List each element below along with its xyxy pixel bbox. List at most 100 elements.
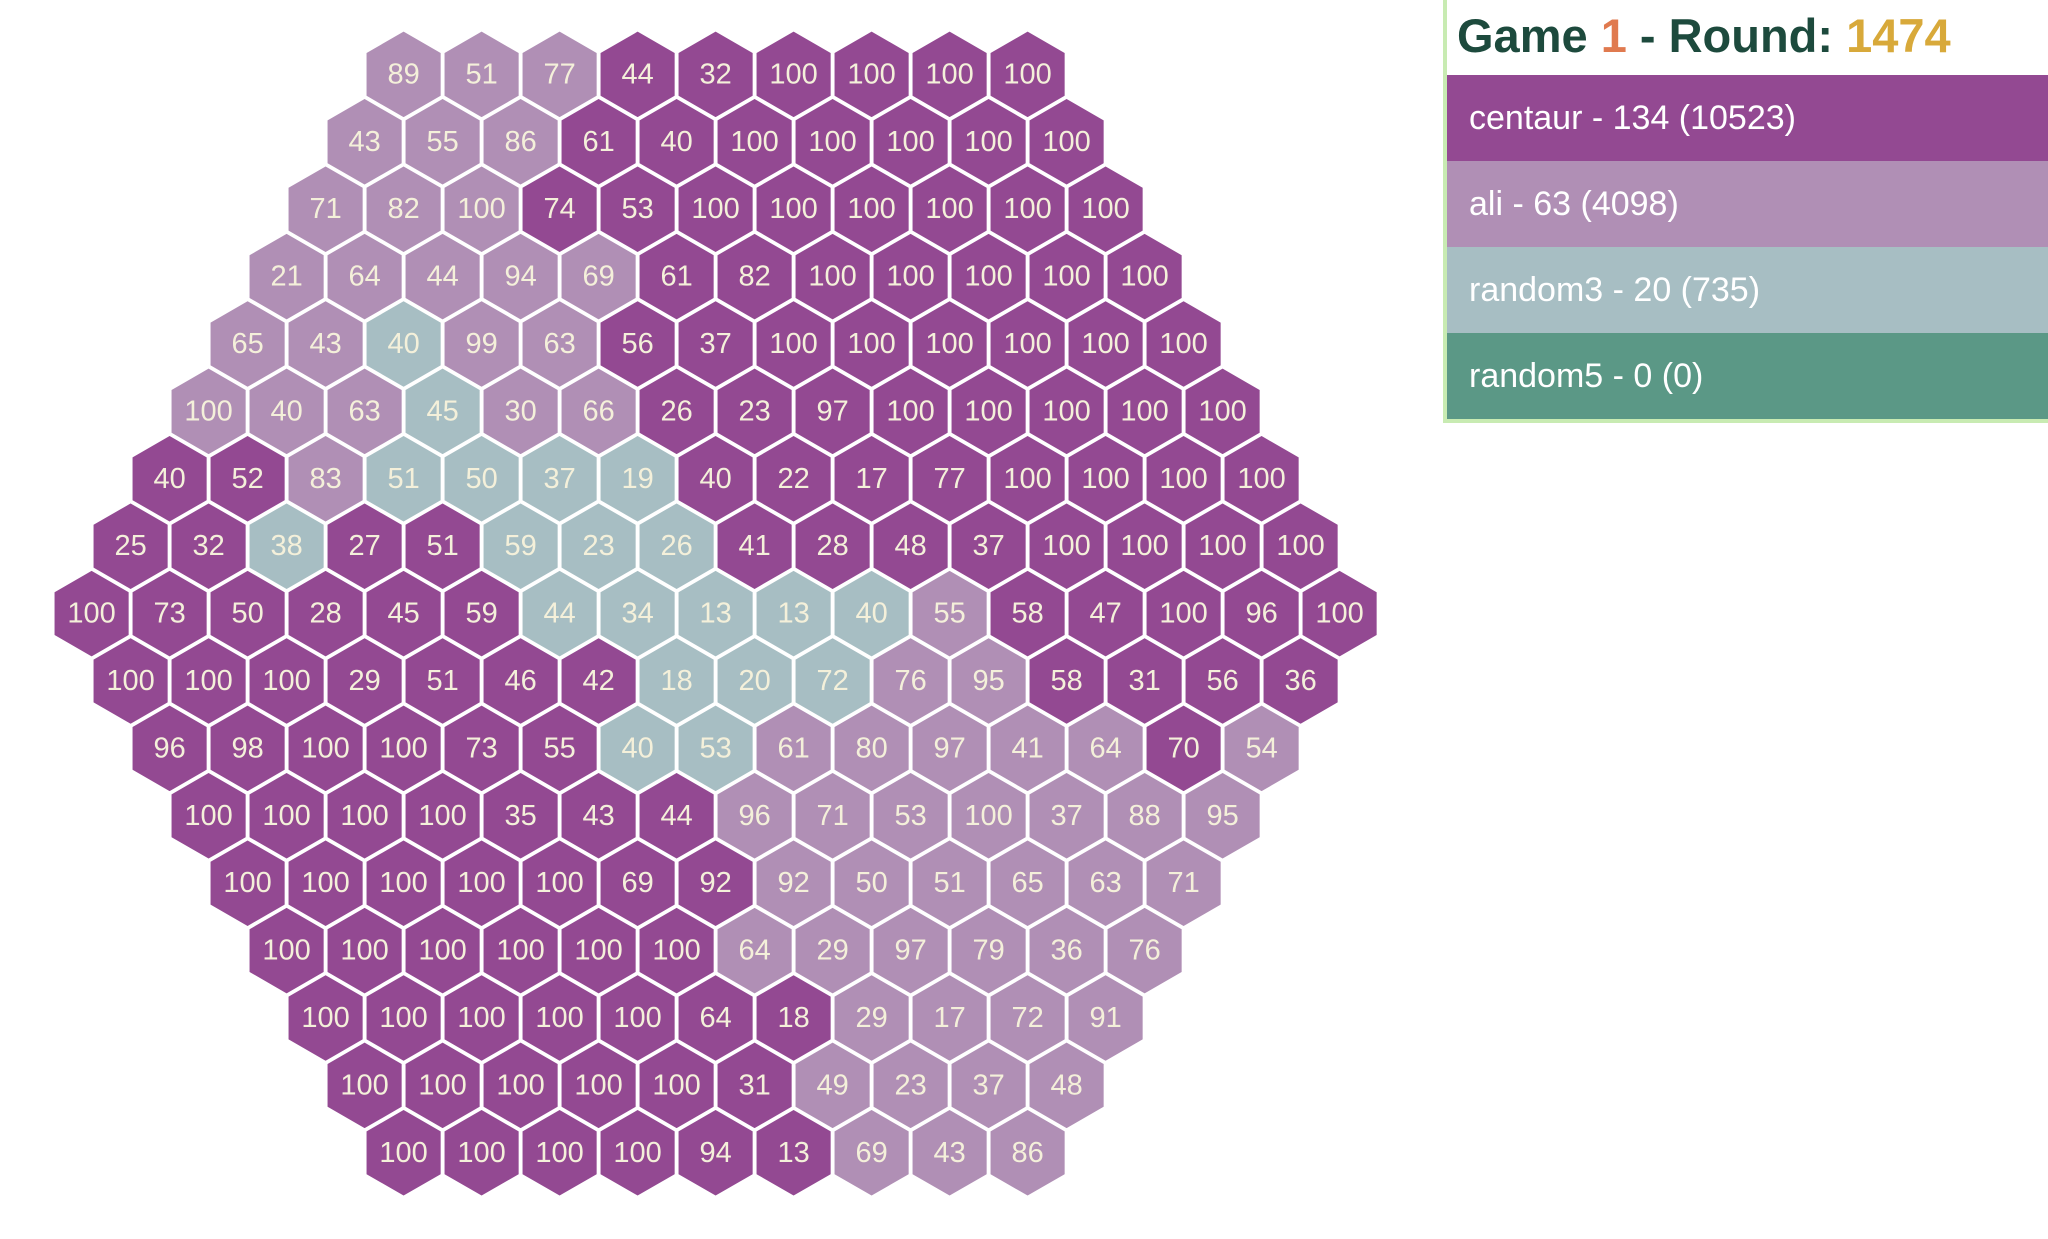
hex-cell <box>286 567 366 660</box>
cell-value: 65 <box>1011 867 1043 899</box>
game-number: 1 <box>1600 9 1627 62</box>
cell-value: 100 <box>1159 598 1207 630</box>
hex-cell <box>91 500 171 592</box>
hex-cell <box>1105 770 1185 862</box>
hex-cell <box>169 365 249 458</box>
hex-cell <box>403 635 483 727</box>
cell-value: 73 <box>153 598 185 630</box>
hex-cell <box>403 96 483 188</box>
hex-cell <box>871 230 951 323</box>
cell-value: 18 <box>660 665 692 697</box>
hex-cell <box>481 1039 561 1132</box>
hex-cell <box>1144 433 1224 525</box>
cell-value: 100 <box>1120 530 1168 562</box>
hex-cell <box>1183 365 1263 458</box>
cell-value: 51 <box>426 665 458 697</box>
cell-value: 100 <box>301 732 349 764</box>
cell-value: 63 <box>543 328 575 360</box>
hex-cell <box>793 96 873 188</box>
hex-cell <box>247 635 327 727</box>
cell-value: 92 <box>777 867 809 899</box>
cell-value: 95 <box>972 665 1004 697</box>
cell-value: 100 <box>769 58 817 90</box>
cell-value: 100 <box>1003 58 1051 90</box>
cell-value: 100 <box>67 598 115 630</box>
cell-value: 71 <box>309 193 341 225</box>
cell-value: 53 <box>699 732 731 764</box>
cell-value: 38 <box>270 530 302 562</box>
hex-cell <box>1066 433 1146 525</box>
hex-cell <box>325 635 405 727</box>
cell-value: 32 <box>192 530 224 562</box>
hex-cell <box>949 365 1029 458</box>
hex-cell <box>1105 635 1185 727</box>
hex-cell <box>1027 1039 1107 1132</box>
hex-cell <box>559 230 639 323</box>
cell-value: 51 <box>933 867 965 899</box>
cell-value: 100 <box>418 800 466 832</box>
hex-cell <box>910 567 990 660</box>
cell-value: 29 <box>855 1002 887 1034</box>
hex-cell <box>754 1107 834 1199</box>
cell-value: 100 <box>535 1137 583 1169</box>
cell-value: 54 <box>1245 732 1277 764</box>
hex-cell <box>364 702 444 795</box>
hex-cell <box>988 163 1068 255</box>
hex-cell <box>715 904 795 997</box>
cell-value: 100 <box>964 126 1012 158</box>
hex-cell <box>364 28 444 121</box>
cell-value: 100 <box>886 126 934 158</box>
hex-cell <box>1144 837 1224 929</box>
hex-cell <box>715 770 795 862</box>
hex-cell <box>988 972 1068 1064</box>
hex-cell <box>325 365 405 458</box>
hex-cell <box>871 770 951 862</box>
hex-cell <box>832 28 912 121</box>
hex-cell <box>364 163 444 255</box>
hex-cell <box>1183 635 1263 727</box>
cell-value: 86 <box>504 126 536 158</box>
hex-cell <box>520 298 600 390</box>
cell-value: 46 <box>504 665 536 697</box>
hex-cell <box>910 972 990 1064</box>
cell-value: 65 <box>231 328 263 360</box>
cell-value: 41 <box>738 530 770 562</box>
cell-value: 44 <box>426 261 458 293</box>
cell-value: 98 <box>231 732 263 764</box>
cell-value: 37 <box>543 463 575 495</box>
cell-value: 43 <box>582 800 614 832</box>
cell-value: 100 <box>496 1069 544 1101</box>
hex-cell <box>1066 567 1146 660</box>
cell-value: 76 <box>1128 935 1160 967</box>
cell-value: 48 <box>894 530 926 562</box>
player-row: random5 - 0 (0) <box>1447 333 2048 419</box>
cell-value: 58 <box>1011 598 1043 630</box>
hex-cell <box>1027 500 1107 592</box>
hex-cell <box>637 96 717 188</box>
cell-value: 97 <box>933 732 965 764</box>
hex-cell <box>754 433 834 525</box>
cell-value: 21 <box>270 261 302 293</box>
cell-value: 100 <box>1003 328 1051 360</box>
hex-cell <box>832 1107 912 1199</box>
hex-cell <box>1105 230 1185 323</box>
hex-cell <box>871 635 951 727</box>
hex-cell <box>1300 567 1380 660</box>
hex-cell <box>676 702 756 795</box>
cell-value: 51 <box>426 530 458 562</box>
cell-value: 53 <box>621 193 653 225</box>
hex-cell <box>247 365 327 458</box>
cell-value: 100 <box>262 665 310 697</box>
cell-value: 100 <box>652 1069 700 1101</box>
player-list: centaur - 134 (10523) ali - 63 (4098) rand… <box>1447 75 2048 419</box>
cell-value: 100 <box>1120 395 1168 427</box>
cell-value: 100 <box>574 1069 622 1101</box>
hex-cell <box>637 635 717 727</box>
hex-cell <box>754 163 834 255</box>
hex-cell <box>1066 972 1146 1064</box>
hex-cell <box>325 230 405 323</box>
cell-value: 55 <box>933 598 965 630</box>
cell-value: 77 <box>933 463 965 495</box>
